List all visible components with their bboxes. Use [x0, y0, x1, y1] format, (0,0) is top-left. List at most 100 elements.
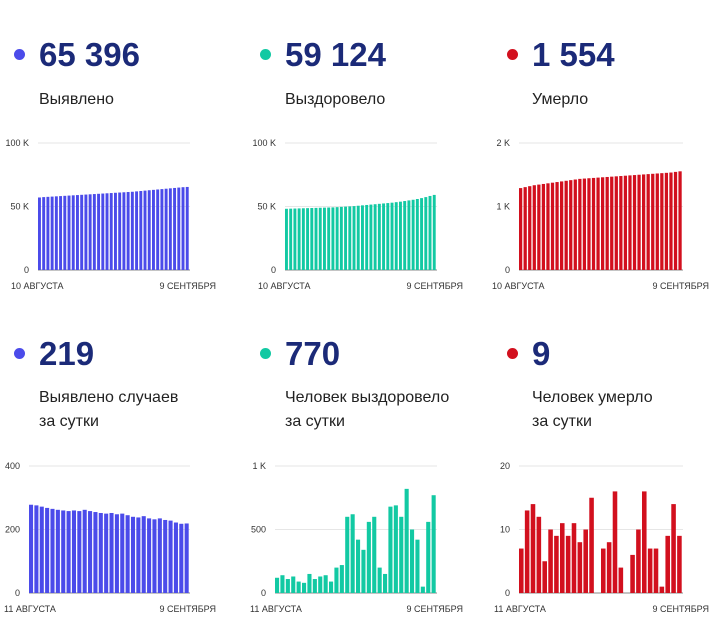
- bar: [578, 178, 582, 270]
- bar: [173, 187, 177, 270]
- bar: [619, 176, 623, 270]
- y-tick-label: 20: [500, 461, 510, 471]
- bar: [386, 203, 390, 270]
- bar: [564, 180, 568, 270]
- bar: [45, 507, 50, 593]
- bar: [135, 191, 139, 270]
- legend-dot: [507, 49, 518, 60]
- bar: [50, 196, 54, 270]
- bar: [369, 204, 373, 270]
- bar: [109, 193, 113, 270]
- chart-deaths-total: 0 1 K 2 K 10 АВГУСТА 9 СЕНТЯБРЯ: [492, 138, 709, 291]
- bar: [334, 567, 339, 593]
- bar: [403, 201, 407, 270]
- y-tick-label: 1 K: [252, 461, 266, 471]
- panel-label-line-2: за сутки: [39, 413, 99, 430]
- bar: [394, 202, 398, 270]
- bar: [565, 535, 571, 593]
- chart-recovered-total: 0 50 K 100 K 10 АВГУСТА 9 СЕНТЯБРЯ: [252, 138, 463, 291]
- bar: [147, 190, 151, 270]
- x-tick-label-end: 9 СЕНТЯБРЯ: [406, 281, 463, 291]
- panel-label-line-1: Выявлено: [39, 91, 114, 108]
- bar: [546, 183, 550, 270]
- x-tick-label-start: 11 АВГУСТА: [494, 604, 546, 614]
- bar: [373, 204, 377, 270]
- y-tick-label: 200: [5, 525, 20, 535]
- panel-number: 1 554: [532, 36, 615, 73]
- bar: [350, 514, 355, 593]
- bar: [637, 174, 641, 270]
- bar: [671, 504, 676, 593]
- bar: [152, 519, 157, 593]
- panel-number: 219: [39, 335, 95, 372]
- bar: [293, 208, 297, 270]
- x-tick-label-start: 10 АВГУСТА: [492, 281, 545, 291]
- bar: [98, 512, 103, 593]
- bar: [314, 207, 318, 270]
- bar: [177, 187, 181, 270]
- bar: [426, 521, 431, 593]
- chart-deaths-daily: 0 10 20 11 АВГУСТА 9 СЕНТЯБРЯ: [494, 461, 709, 614]
- bar: [596, 177, 600, 270]
- panel-label-line-2: за сутки: [532, 413, 592, 430]
- bar: [420, 198, 424, 270]
- bar: [275, 577, 280, 593]
- y-tick-label: 500: [251, 525, 266, 535]
- bar: [122, 192, 126, 270]
- bar: [524, 510, 530, 593]
- bar: [329, 581, 334, 593]
- panel-label-line-1: Человек выздоровело: [285, 389, 450, 406]
- bar: [302, 582, 307, 593]
- bar: [390, 202, 394, 270]
- bar: [404, 488, 409, 593]
- chart-detected-daily: 0 200 400 11 АВГУСТА 9 СЕНТЯБРЯ: [4, 461, 216, 614]
- bar: [63, 195, 67, 270]
- bar: [120, 513, 125, 593]
- x-tick-label-start: 10 АВГУСТА: [258, 281, 311, 291]
- panel-label-line-1: Выявлено случаев: [39, 389, 179, 406]
- bar: [630, 554, 635, 593]
- bar: [285, 579, 290, 593]
- bar: [29, 504, 34, 593]
- bar: [560, 523, 565, 593]
- x-tick-label-start: 11 АВГУСТА: [4, 604, 56, 614]
- panel-label-line-1: Умерло: [532, 91, 589, 108]
- bar: [34, 505, 39, 593]
- bar: [297, 208, 301, 270]
- bar: [660, 173, 664, 270]
- bar: [583, 529, 588, 593]
- bar: [173, 522, 178, 593]
- panel-number: 59 124: [285, 36, 386, 73]
- bar: [571, 523, 577, 593]
- bar: [97, 193, 101, 270]
- bar: [42, 197, 46, 270]
- bar: [164, 188, 168, 270]
- bar: [614, 176, 618, 270]
- bar: [168, 188, 172, 270]
- y-tick-label: 100 K: [5, 138, 29, 148]
- bar: [114, 514, 119, 593]
- bar: [577, 542, 583, 593]
- bar: [410, 529, 415, 593]
- bar: [361, 205, 364, 270]
- bar: [301, 208, 305, 270]
- bar: [139, 191, 143, 270]
- y-tick-label: 0: [505, 265, 510, 275]
- legend-dot: [260, 348, 271, 359]
- bar: [82, 509, 87, 593]
- bar: [632, 175, 637, 270]
- bar: [344, 206, 348, 270]
- bar: [541, 183, 546, 270]
- y-tick-label: 10: [500, 525, 510, 535]
- bar: [77, 511, 82, 593]
- bar: [530, 504, 536, 593]
- bar: [323, 207, 326, 270]
- y-tick-label: 1 K: [496, 202, 510, 212]
- bar: [168, 520, 173, 593]
- panel-label-line-2: за сутки: [285, 413, 345, 430]
- bar: [130, 516, 136, 593]
- bar: [80, 194, 84, 270]
- x-tick-label-start: 11 АВГУСТА: [250, 604, 302, 614]
- bar: [339, 206, 343, 270]
- bar: [653, 548, 659, 593]
